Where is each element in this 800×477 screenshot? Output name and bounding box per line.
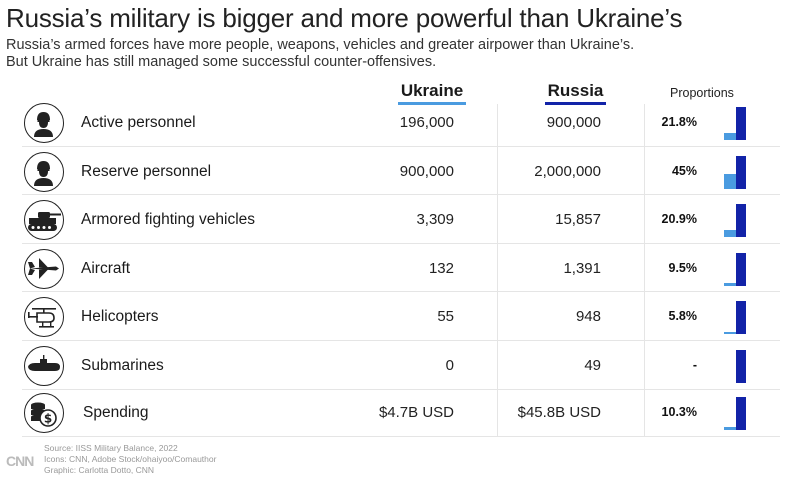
row-label: Armored fighting vehicles (81, 211, 256, 228)
row-separator (22, 436, 780, 437)
source-line-3: Graphic: Carlotta Dotto, CNN (44, 465, 155, 475)
russia-value: 49 (584, 357, 601, 374)
ukraine-bar (724, 230, 736, 237)
money-icon: $ (24, 393, 64, 433)
row-separator (22, 291, 780, 292)
column-header-ukraine-text: Ukraine (400, 81, 464, 100)
chart-subtitle-line-1: Russia’s armed forces have more people, … (6, 37, 635, 53)
submarine-icon (24, 346, 64, 386)
ukraine-value: 3,309 (416, 211, 454, 228)
russia-bar (736, 156, 746, 189)
table-row: Reserve personnel 900,000 2,000,000 45% (0, 149, 800, 198)
column-header-proportions: Proportions (670, 86, 734, 100)
ukraine-underline (398, 102, 466, 105)
russia-bar (736, 350, 746, 383)
row-label: Helicopters (81, 308, 159, 325)
soldier-icon (24, 103, 64, 143)
proportion-label: - (692, 358, 697, 372)
proportion-label: 20.9% (661, 212, 697, 226)
table-row: $ Spending $4.7B USD $45.8B USD 10.3% (0, 390, 800, 439)
russia-value: $45.8B USD (517, 404, 601, 421)
cnn-logo: CNN (6, 453, 34, 469)
ukraine-bar (724, 283, 736, 286)
row-separator (22, 243, 780, 244)
russia-value: 2,000,000 (534, 163, 601, 180)
row-label: Submarines (81, 357, 164, 374)
chart-subtitle-line-2: But Ukraine has still managed some succe… (6, 54, 437, 70)
column-divider (644, 104, 645, 436)
ukraine-bar (724, 174, 736, 189)
soldier-icon (24, 152, 64, 192)
table-row: Active personnel 196,000 900,000 21.8% (0, 100, 800, 149)
proportion-label: 21.8% (661, 115, 697, 129)
russia-bar (736, 253, 746, 286)
table-row: Helicopters 55 948 5.8% (0, 294, 800, 343)
row-label: Aircraft (81, 260, 131, 277)
proportion-label: 9.5% (668, 261, 698, 275)
tank-icon (24, 200, 64, 240)
row-separator (22, 194, 780, 195)
russia-bar (736, 301, 746, 334)
proportion-label: 45% (671, 164, 697, 178)
proportion-bars (724, 156, 748, 189)
chart-title: Russia’s military is bigger and more pow… (6, 3, 683, 33)
proportion-bars (724, 107, 748, 140)
ukraine-value: 900,000 (399, 163, 454, 180)
proportion-bars (724, 350, 748, 383)
russia-bar (736, 107, 746, 140)
proportion-bars (724, 301, 748, 334)
table-row: Submarines 0 49 - (0, 343, 800, 392)
source-line-2: Icons: CNN, Adobe Stock/ohaiyoo/Comautho… (44, 454, 217, 464)
russia-value: 900,000 (546, 114, 601, 131)
table-row: Aircraft 132 1,391 9.5% (0, 246, 800, 295)
column-header-russia: Russia (545, 81, 606, 105)
russia-bar (736, 204, 746, 237)
proportion-label: 10.3% (661, 405, 697, 419)
row-label: Spending (83, 404, 149, 421)
column-header-ukraine: Ukraine (398, 81, 466, 105)
row-separator (22, 389, 780, 390)
russia-value: 948 (575, 308, 601, 325)
russia-bar (736, 397, 746, 430)
helicopter-icon (24, 297, 64, 337)
row-label: Reserve personnel (81, 163, 212, 180)
russia-underline (545, 102, 606, 105)
ukraine-bar (724, 427, 736, 430)
ukraine-value: $4.7B USD (378, 404, 454, 421)
svg-text:$: $ (44, 412, 52, 426)
proportion-bars (724, 253, 748, 286)
ukraine-bar (724, 133, 736, 140)
ukraine-value: 55 (437, 308, 454, 325)
column-header-russia-text: Russia (547, 81, 604, 100)
table-row: Armored fighting vehicles 3,309 15,857 20.9… (0, 197, 800, 246)
row-label: Active personnel (81, 114, 196, 131)
proportion-bars (724, 397, 748, 430)
jet-icon (24, 249, 64, 289)
ukraine-bar (724, 332, 736, 334)
russia-value: 1,391 (563, 260, 601, 277)
row-separator (22, 146, 780, 147)
source-line-1: Source: IISS Military Balance, 2022 (44, 443, 178, 453)
proportion-label: 5.8% (668, 309, 698, 323)
row-separator (22, 340, 780, 341)
ukraine-value: 0 (445, 357, 454, 374)
ukraine-value: 132 (428, 260, 454, 277)
ukraine-value: 196,000 (399, 114, 454, 131)
column-divider (497, 104, 498, 436)
russia-value: 15,857 (555, 211, 601, 228)
proportion-bars (724, 204, 748, 237)
